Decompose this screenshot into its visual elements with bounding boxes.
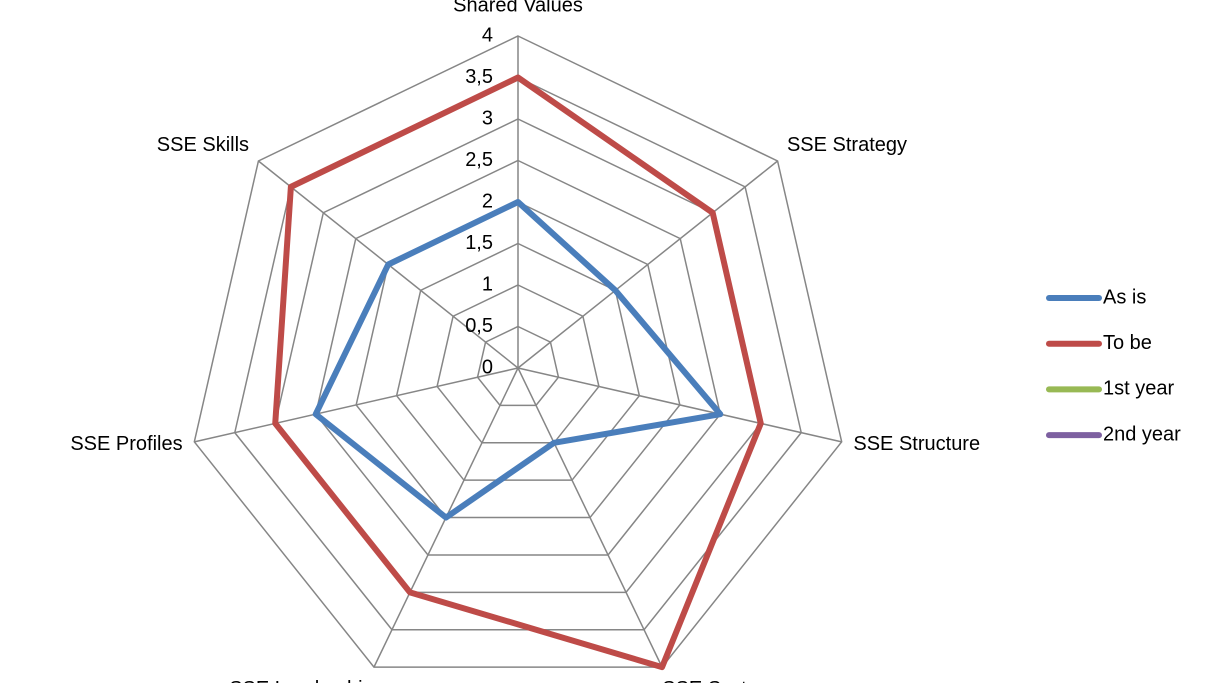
category-label: SSE Leadership — [229, 678, 374, 683]
category-label: SSE Systems — [662, 678, 784, 683]
series-line — [272, 74, 764, 671]
r-tick-label: 3 — [482, 107, 493, 129]
grid-ring — [193, 35, 843, 668]
legend-label: 1st year — [1103, 378, 1174, 400]
r-tick-label: 1 — [482, 273, 493, 295]
legend-label: 2nd year — [1103, 423, 1181, 445]
category-label: Shared Values — [453, 0, 583, 16]
grid-ring — [436, 284, 600, 444]
category-label: SSE Structure — [853, 433, 980, 455]
r-tick-label: 2 — [482, 190, 493, 212]
r-tick-label: 0 — [482, 356, 493, 378]
grid-ring — [476, 325, 560, 407]
legend-label: As is — [1103, 286, 1146, 308]
legend-label: To be — [1103, 332, 1152, 354]
r-tick-label: 2,5 — [465, 149, 493, 171]
grid-ring — [233, 76, 803, 631]
r-tick-label: 0,5 — [465, 315, 493, 337]
grid-ring — [355, 201, 681, 519]
axis-line — [194, 367, 519, 443]
r-tick-label: 4 — [482, 24, 493, 46]
series-line — [312, 199, 724, 521]
r-tick-label: 1,5 — [465, 232, 493, 254]
axis-line — [517, 367, 842, 443]
axis-line — [517, 160, 779, 369]
grid-ring — [395, 242, 641, 481]
axis-line — [517, 367, 663, 668]
category-label: SSE Skills — [157, 134, 249, 156]
grid-ring — [314, 159, 722, 556]
category-label: SSE Profiles — [70, 433, 182, 455]
r-tick-label: 3,5 — [465, 66, 493, 88]
category-label: SSE Strategy — [787, 134, 907, 156]
